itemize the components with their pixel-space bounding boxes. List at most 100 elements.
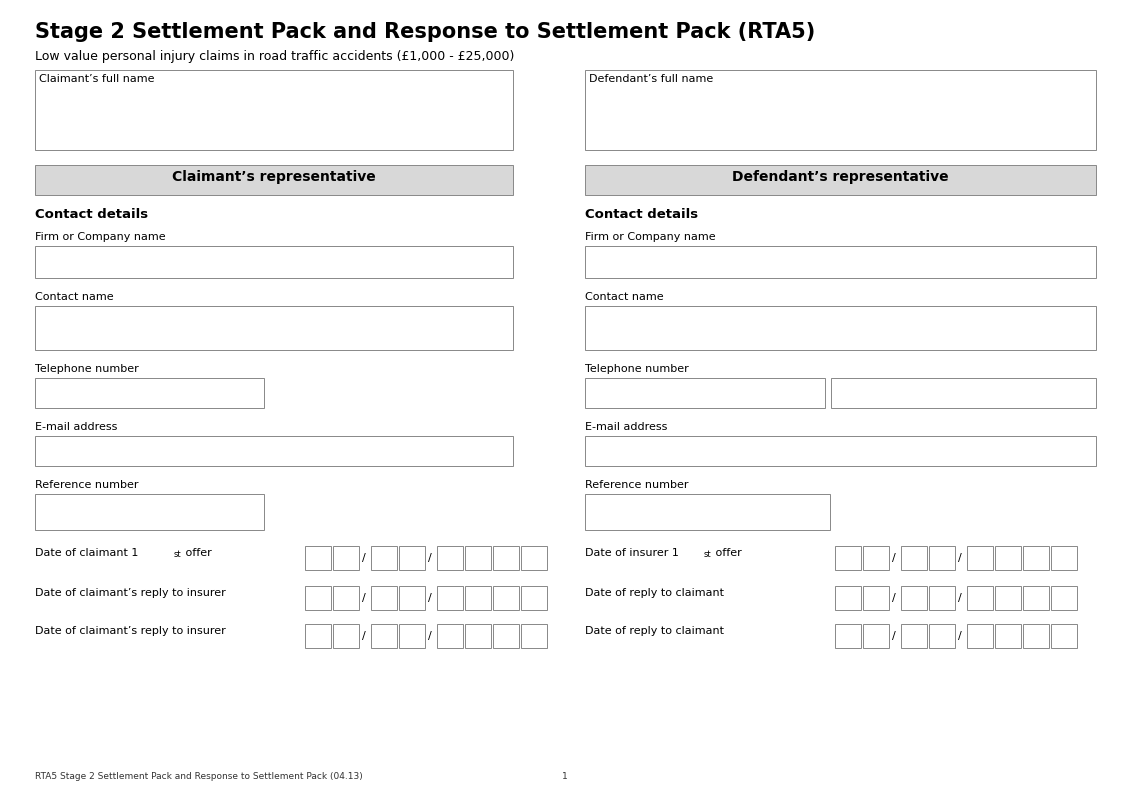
Bar: [585, 246, 1096, 278]
Bar: [305, 586, 331, 610]
Bar: [585, 306, 1096, 350]
Bar: [371, 546, 397, 570]
Text: /: /: [892, 631, 896, 641]
Bar: [1051, 546, 1077, 570]
Bar: [901, 546, 927, 570]
Text: offer: offer: [713, 548, 742, 558]
Bar: [585, 70, 1096, 150]
Bar: [35, 436, 513, 466]
Text: E-mail address: E-mail address: [585, 422, 667, 432]
Bar: [967, 586, 993, 610]
Bar: [437, 586, 463, 610]
Bar: [1051, 624, 1077, 648]
Bar: [995, 546, 1021, 570]
Text: /: /: [429, 631, 432, 641]
Bar: [333, 586, 359, 610]
Text: Date of reply to claimant: Date of reply to claimant: [585, 588, 724, 598]
Bar: [399, 586, 425, 610]
Bar: [863, 586, 889, 610]
Bar: [863, 624, 889, 648]
Text: Date of insurer 1: Date of insurer 1: [585, 548, 679, 558]
Text: /: /: [429, 593, 432, 603]
Text: st: st: [703, 550, 711, 559]
Bar: [929, 546, 955, 570]
Bar: [835, 586, 861, 610]
Bar: [585, 436, 1096, 466]
Bar: [333, 546, 359, 570]
Bar: [929, 624, 955, 648]
Bar: [465, 624, 491, 648]
Bar: [493, 546, 519, 570]
Bar: [371, 586, 397, 610]
Text: /: /: [362, 553, 365, 563]
Text: Telephone number: Telephone number: [35, 364, 139, 374]
Bar: [437, 624, 463, 648]
Bar: [371, 624, 397, 648]
Text: Claimant’s representative: Claimant’s representative: [172, 170, 375, 184]
Bar: [901, 624, 927, 648]
Text: Contact details: Contact details: [585, 208, 698, 221]
Text: Claimant’s full name: Claimant’s full name: [38, 74, 155, 84]
Text: Contact name: Contact name: [585, 292, 664, 302]
Bar: [35, 494, 265, 530]
Text: /: /: [362, 631, 365, 641]
Bar: [521, 546, 547, 570]
Bar: [585, 494, 830, 530]
Bar: [399, 624, 425, 648]
Bar: [995, 624, 1021, 648]
Bar: [35, 246, 513, 278]
Text: Firm or Company name: Firm or Company name: [35, 232, 165, 242]
Text: 1: 1: [562, 772, 568, 781]
Text: Stage 2 Settlement Pack and Response to Settlement Pack (RTA5): Stage 2 Settlement Pack and Response to …: [35, 22, 815, 42]
Text: Defendant’s representative: Defendant’s representative: [732, 170, 949, 184]
Bar: [465, 546, 491, 570]
Text: Date of claimant’s reply to insurer: Date of claimant’s reply to insurer: [35, 626, 226, 636]
Text: Telephone number: Telephone number: [585, 364, 689, 374]
Text: /: /: [892, 593, 896, 603]
Bar: [929, 586, 955, 610]
Bar: [35, 378, 265, 408]
Text: Date of reply to claimant: Date of reply to claimant: [585, 626, 724, 636]
Bar: [35, 306, 513, 350]
Bar: [901, 586, 927, 610]
Bar: [437, 546, 463, 570]
Bar: [35, 70, 513, 150]
Text: /: /: [958, 553, 961, 563]
Bar: [35, 165, 513, 195]
Text: /: /: [429, 553, 432, 563]
Bar: [521, 624, 547, 648]
Bar: [521, 586, 547, 610]
Bar: [835, 624, 861, 648]
Bar: [333, 624, 359, 648]
Bar: [1051, 586, 1077, 610]
Text: Contact details: Contact details: [35, 208, 148, 221]
Bar: [967, 624, 993, 648]
Bar: [1024, 586, 1048, 610]
Bar: [863, 546, 889, 570]
Bar: [585, 378, 826, 408]
Bar: [493, 624, 519, 648]
Text: Date of claimant 1: Date of claimant 1: [35, 548, 138, 558]
Text: RTA5 Stage 2 Settlement Pack and Response to Settlement Pack (04.13): RTA5 Stage 2 Settlement Pack and Respons…: [35, 772, 363, 781]
Text: Low value personal injury claims in road traffic accidents (£1,000 - £25,000): Low value personal injury claims in road…: [35, 50, 515, 63]
Bar: [1024, 624, 1048, 648]
Bar: [399, 546, 425, 570]
Text: st: st: [174, 550, 182, 559]
Text: Defendant’s full name: Defendant’s full name: [589, 74, 714, 84]
Text: Reference number: Reference number: [35, 480, 138, 490]
Bar: [967, 546, 993, 570]
Text: Date of claimant’s reply to insurer: Date of claimant’s reply to insurer: [35, 588, 226, 598]
Bar: [305, 624, 331, 648]
Text: /: /: [362, 593, 365, 603]
Bar: [585, 165, 1096, 195]
Bar: [493, 586, 519, 610]
Bar: [1024, 546, 1048, 570]
Text: E-mail address: E-mail address: [35, 422, 118, 432]
Bar: [305, 546, 331, 570]
Text: /: /: [958, 631, 961, 641]
Text: Reference number: Reference number: [585, 480, 689, 490]
Bar: [831, 378, 1096, 408]
Bar: [465, 586, 491, 610]
Text: Firm or Company name: Firm or Company name: [585, 232, 716, 242]
Bar: [835, 546, 861, 570]
